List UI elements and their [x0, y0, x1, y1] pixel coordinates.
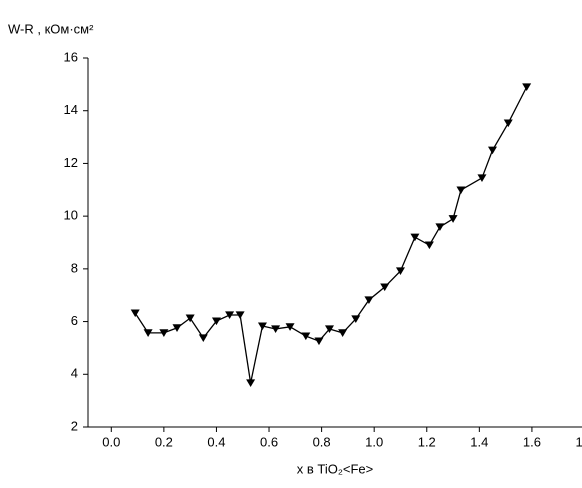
- marker: [395, 267, 405, 276]
- marker: [448, 215, 458, 223]
- marker: [285, 323, 295, 331]
- x-tick-label: 0.8: [313, 434, 331, 449]
- marker: [477, 174, 487, 182]
- y-tick-label: 6: [71, 313, 78, 328]
- y-tick-label: 4: [71, 366, 78, 381]
- marker: [159, 329, 169, 337]
- marker: [522, 83, 532, 92]
- y-tick-label: 16: [64, 49, 78, 64]
- marker: [235, 311, 245, 320]
- marker: [257, 322, 267, 331]
- y-axis-label: W-R , кОм·см²: [8, 21, 94, 36]
- marker: [503, 119, 513, 128]
- marker: [424, 241, 434, 250]
- marker: [456, 186, 466, 195]
- x-tick-label: 1.2: [418, 434, 436, 449]
- marker: [172, 324, 182, 332]
- marker: [198, 334, 208, 342]
- data-line: [134, 86, 528, 384]
- marker: [487, 146, 497, 155]
- x-axis-label: x в TiO₂<Fe>: [297, 461, 374, 476]
- marker: [380, 283, 390, 292]
- marker: [211, 317, 221, 326]
- x-tick-label: 1.6: [523, 434, 541, 449]
- x-tick-label: 0.6: [260, 434, 278, 449]
- marker: [301, 332, 311, 341]
- x-tick-label: 0.4: [207, 434, 225, 449]
- marker: [130, 309, 140, 318]
- marker: [143, 329, 153, 337]
- x-tick-label: 0.2: [155, 434, 173, 449]
- y-tick-label: 12: [64, 155, 78, 170]
- marker: [225, 311, 235, 320]
- marker: [435, 223, 445, 231]
- marker: [324, 325, 334, 334]
- y-tick-label: 2: [71, 418, 78, 433]
- marker: [314, 337, 324, 346]
- marker: [246, 379, 256, 388]
- x-tick-label: 1.4: [470, 434, 488, 449]
- y-tick-label: 10: [64, 208, 78, 223]
- y-tick-label: 14: [64, 102, 78, 117]
- x-tick-label: 1.8: [575, 434, 582, 449]
- marker: [364, 296, 374, 305]
- marker: [351, 315, 361, 323]
- y-tick-label: 8: [71, 260, 78, 275]
- marker: [410, 233, 420, 242]
- x-tick-label: 0.0: [102, 434, 120, 449]
- marker: [271, 325, 281, 334]
- x-tick-label: 1.0: [365, 434, 383, 449]
- marker: [185, 314, 195, 323]
- marker: [338, 329, 348, 337]
